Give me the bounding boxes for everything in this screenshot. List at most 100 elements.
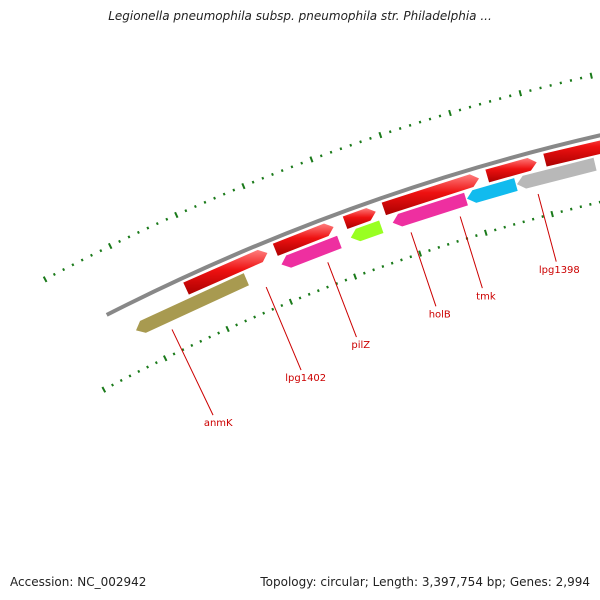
inner-tick [522, 220, 525, 224]
inner-tick [154, 361, 158, 365]
inner-tick [199, 339, 203, 343]
outer-tick [165, 217, 169, 221]
inner-tick [244, 319, 248, 323]
gene-label-anmK: anmK [204, 418, 233, 429]
outer-tick [71, 263, 75, 267]
outer-tick [99, 249, 103, 253]
outer-tick [107, 242, 113, 250]
inner-tick [128, 374, 132, 378]
gene-label-tmk: tmk [476, 292, 496, 303]
leader-line [537, 193, 557, 262]
accession-text: Accession: NC_002942 [10, 575, 147, 589]
outer-tick [127, 235, 131, 239]
inner-tick [456, 239, 459, 243]
forward-gene-arrow [341, 207, 377, 230]
outer-tick [193, 204, 197, 209]
outer-tick [549, 83, 552, 87]
outer-tick [232, 188, 236, 192]
outer-tick [213, 196, 216, 200]
inner-tick [101, 386, 107, 393]
inner-tick [428, 248, 431, 252]
inner-tick [326, 285, 329, 289]
outer-tick [448, 109, 452, 117]
outer-tick [579, 76, 583, 80]
inner-tick [162, 355, 168, 362]
genome-backbone [105, 133, 600, 317]
outer-tick [155, 222, 159, 226]
inner-tick [253, 315, 257, 319]
gene-label-holB: holB [429, 310, 451, 321]
leader-line [410, 232, 437, 307]
outer-tick [261, 176, 265, 180]
inner-tick [271, 307, 275, 311]
leader-line [171, 329, 214, 416]
outer-tick [339, 147, 343, 151]
gene-anmK [134, 272, 250, 334]
inner-tick [146, 365, 150, 369]
outer-tick [90, 253, 93, 257]
leader-line [327, 262, 357, 338]
inner-tick [541, 215, 544, 219]
inner-tick [288, 298, 293, 305]
inner-tick [589, 202, 592, 206]
inner-tick [418, 250, 423, 257]
outer-tick [359, 140, 362, 144]
outer-tick [438, 114, 442, 118]
inner-tick [550, 210, 554, 218]
outer-tick [80, 258, 84, 262]
outer-tick [569, 79, 573, 82]
outer-tick [271, 172, 274, 176]
gene-label-lpg1402: lpg1402 [285, 373, 326, 384]
inner-tick [409, 255, 413, 259]
forward-gene-arrow [271, 222, 335, 257]
outer-tick [222, 192, 226, 196]
outer-tick [458, 108, 462, 112]
inner-tick [316, 289, 320, 293]
outer-tick-ring [42, 72, 593, 283]
inner-tick [437, 245, 441, 249]
inner-tick [307, 292, 311, 296]
forward-strand-genes [182, 139, 600, 296]
outer-tick [559, 81, 563, 85]
inner-tick [344, 278, 348, 282]
forward-gene-arrow [182, 249, 269, 296]
inner-tick [119, 378, 123, 383]
outer-tick [408, 123, 412, 127]
outer-tick [518, 90, 523, 97]
topology-text: Topology: circular; Length: 3,397,754 bp… [260, 575, 590, 589]
inner-tick [560, 210, 563, 214]
outer-tick [300, 161, 304, 165]
inner-tick [512, 222, 516, 226]
outer-tick [118, 239, 122, 244]
inner-tick [390, 261, 394, 265]
gene-lpg1398 [515, 156, 598, 190]
outer-tick [136, 230, 140, 235]
outer-tick [369, 136, 372, 140]
outer-tick [146, 226, 150, 230]
gene-label-lpg1398: lpg1398 [539, 265, 580, 276]
inner-tick [172, 352, 176, 356]
outer-tick [508, 94, 512, 98]
inner-tick [235, 323, 239, 327]
outer-tick [539, 86, 542, 90]
inner-tick [362, 271, 366, 275]
inner-tick [353, 273, 358, 280]
reverse-strand-genes [134, 156, 598, 334]
inner-tick [137, 369, 141, 374]
inner-tick [372, 268, 375, 272]
gene-lpg1402 [280, 234, 343, 269]
inner-tick [475, 234, 478, 238]
map-title: Legionella pneumophila subsp. pneumophil… [108, 9, 492, 23]
gene-pilZ [349, 219, 385, 243]
outer-tick [388, 130, 392, 134]
leader-line [265, 286, 302, 371]
outer-tick [329, 150, 333, 154]
inner-tick [531, 217, 535, 221]
inner-tick [493, 228, 497, 232]
forward-gene-arrow [542, 139, 600, 168]
inner-tick [569, 207, 573, 211]
inner-tick [225, 325, 230, 333]
outer-tick [184, 209, 188, 213]
inner-tick-ring [101, 200, 600, 393]
